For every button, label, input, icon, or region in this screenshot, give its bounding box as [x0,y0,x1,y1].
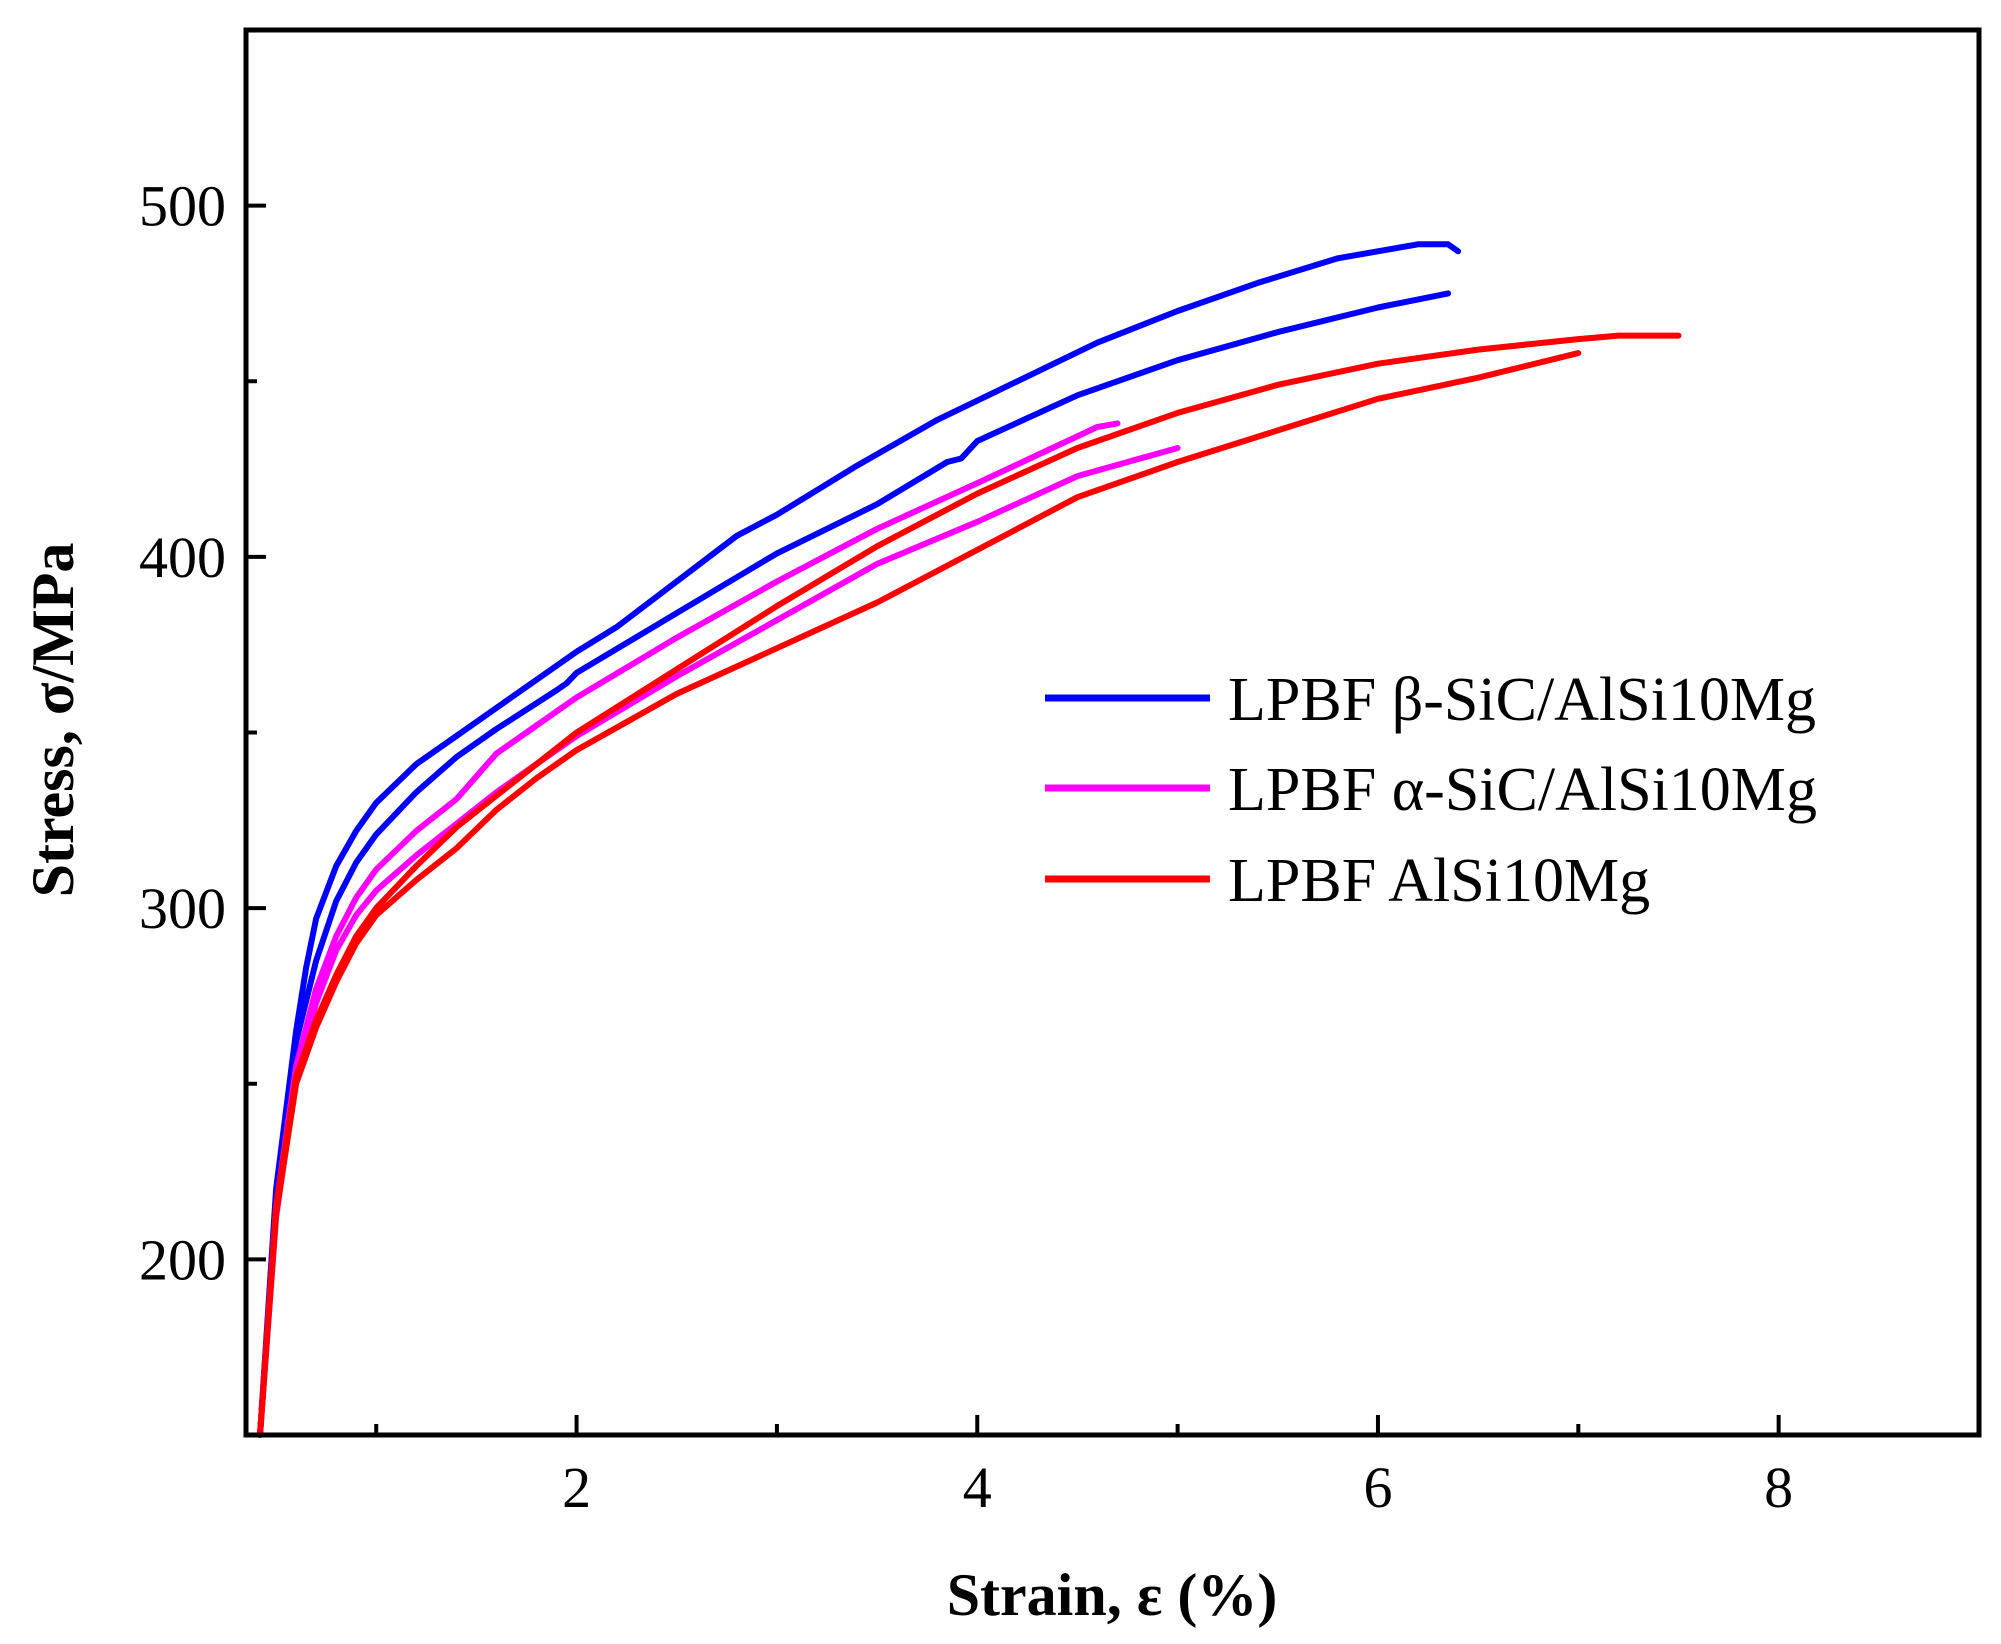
y-axis-title: Stress, σ/MPa [20,543,86,898]
y-tick-label: 400 [139,525,226,590]
series-line-1 [257,241,1462,1438]
series-line-3 [257,420,1121,1438]
y-tick-label: 300 [139,876,226,941]
x-axis-title: Strain, ε (%) [947,1562,1278,1628]
series-line-2 [257,290,1452,1438]
y-tick-label: 500 [139,174,226,239]
ticks-layer: 2 4 6 8 200 300 400 500 [139,174,1793,1520]
x-tick-label: 8 [1764,1455,1793,1520]
y-tick-label: 200 [139,1227,226,1292]
series-line-6 [257,350,1582,1438]
legend-label-beta-sic: LPBF β-SiC/AlSi10Mg [1228,666,1816,734]
series-layer [257,241,1682,1438]
legend-label-alsi10mg: LPBF AlSi10Mg [1228,847,1650,915]
x-tick-label: 4 [963,1455,992,1520]
series-line-4 [257,445,1181,1438]
legend: LPBF β-SiC/AlSi10Mg LPBF α-SiC/AlSi10Mg … [1045,666,1817,915]
x-tick-label: 6 [1363,1455,1392,1520]
x-tick-label: 2 [562,1455,591,1520]
legend-label-alpha-sic: LPBF α-SiC/AlSi10Mg [1228,756,1817,824]
